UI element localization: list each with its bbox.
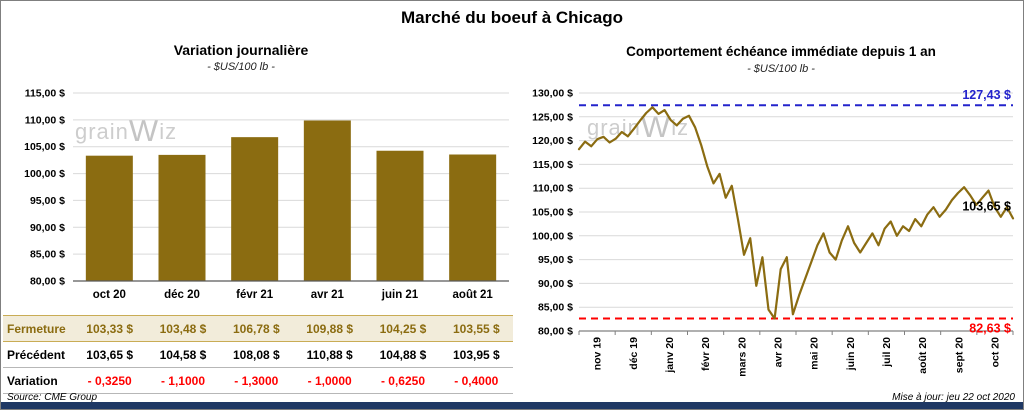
table-cell: - 0,3250 <box>87 373 132 388</box>
table-row-precedent: Précédent 103,65 $ 104,58 $ 108,08 $ 110… <box>3 342 513 368</box>
svg-text:127,43 $: 127,43 $ <box>962 88 1011 102</box>
svg-text:80,00 $: 80,00 $ <box>538 326 573 338</box>
table-cell: 108,08 $ <box>232 347 280 362</box>
svg-text:80,00 $: 80,00 $ <box>30 276 65 288</box>
svg-text:mai 20: mai 20 <box>809 337 821 370</box>
svg-text:juin 20: juin 20 <box>845 337 857 371</box>
table-cell: 104,25 $ <box>379 321 427 336</box>
svg-text:95,00 $: 95,00 $ <box>30 195 65 207</box>
svg-text:sept 20: sept 20 <box>953 337 965 373</box>
svg-text:févr 20: févr 20 <box>700 337 712 371</box>
row-label-variation: Variation <box>7 373 58 388</box>
table-cell: 109,88 $ <box>306 321 354 336</box>
page-title: Marché du boeuf à Chicago <box>401 8 623 27</box>
svg-text:85,00 $: 85,00 $ <box>538 302 573 314</box>
svg-text:105,00 $: 105,00 $ <box>24 141 65 153</box>
source-note: Source: CME Group <box>7 392 98 403</box>
svg-text:janv 20: janv 20 <box>664 337 676 374</box>
svg-text:115,00 $: 115,00 $ <box>25 88 65 100</box>
watermark-text: grain <box>75 119 129 144</box>
svg-text:oct 20: oct 20 <box>989 337 1001 368</box>
svg-text:févr 21: févr 21 <box>236 289 274 301</box>
table-cell: - 0,4000 <box>454 373 499 388</box>
svg-text:juil 20: juil 20 <box>881 337 893 368</box>
price-table: Fermeture 103,33 $ 103,48 $ 106,78 $ 109… <box>3 315 513 394</box>
table-cell: - 1,1000 <box>160 373 206 388</box>
svg-text:déc 20: déc 20 <box>164 289 200 301</box>
svg-text:100,00 $: 100,00 $ <box>532 230 573 242</box>
svg-text:oct 20: oct 20 <box>93 289 126 301</box>
svg-text:115,00 $: 115,00 $ <box>533 159 573 171</box>
svg-text:mars 20: mars 20 <box>736 337 748 377</box>
table-cell: 103,33 $ <box>86 321 134 336</box>
svg-text:85,00 $: 85,00 $ <box>30 249 65 261</box>
bar-chart-subtitle: - $US/100 lb - <box>207 61 275 73</box>
table-cell: 104,88 $ <box>379 347 427 362</box>
svg-text:juin 21: juin 21 <box>381 289 419 301</box>
line-chart-title: Comportement échéance immédiate depuis 1… <box>626 44 936 59</box>
svg-text:avr 20: avr 20 <box>772 337 784 368</box>
grainwiz-watermark: grainWiz <box>75 113 178 146</box>
svg-text:110,00 $: 110,00 $ <box>25 114 65 126</box>
svg-text:90,00 $: 90,00 $ <box>538 278 573 290</box>
svg-text:déc 19: déc 19 <box>628 337 640 370</box>
table-cell: - 1,3000 <box>234 373 279 388</box>
svg-text:août 20: août 20 <box>917 337 929 374</box>
table-cell: 103,48 $ <box>159 321 207 336</box>
svg-text:100,00 $: 100,00 $ <box>24 168 65 180</box>
svg-text:avr 21: avr 21 <box>311 289 345 301</box>
daily-variation-bar-chart: 115,00 $ 110,00 $ 105,00 $ 100,00 $ 95,00 $ 9… <box>24 88 509 301</box>
row-label-precedent: Précédent <box>7 347 66 362</box>
table-cell: 103,55 $ <box>452 321 500 336</box>
bottom-accent-bar <box>1 402 1023 409</box>
svg-text:125,00 $: 125,00 $ <box>532 111 573 123</box>
svg-text:95,00 $: 95,00 $ <box>538 254 573 266</box>
grainwiz-watermark: grainWiz <box>587 109 690 142</box>
table-cell: 103,65 $ <box>86 347 134 362</box>
svg-text:nov 19: nov 19 <box>592 337 604 370</box>
svg-text:110,00 $: 110,00 $ <box>533 183 573 195</box>
watermark-text: iz <box>671 115 690 140</box>
update-note: Mise à jour: jeu 22 oct 2020 <box>892 392 1015 403</box>
table-cell: 104,58 $ <box>159 347 207 362</box>
immediate-term-line-chart: 130,00 $ 125,00 $ 120,00 $ 115,00 $ 110,00 $… <box>532 88 1015 377</box>
table-cell: - 0,6250 <box>380 373 426 388</box>
table-row-variation: Variation - 0,3250 - 1,1000 - 1,3000 - 1… <box>3 368 513 394</box>
svg-text:105,00 $: 105,00 $ <box>532 207 573 219</box>
table-cell: - 1,0000 <box>307 373 352 388</box>
table-cell: 110,88 $ <box>306 347 353 362</box>
bar-chart-title: Variation journalière <box>173 42 309 58</box>
watermark-text: grain <box>587 115 641 140</box>
svg-text:90,00 $: 90,00 $ <box>30 222 65 234</box>
svg-text:103,65 $: 103,65 $ <box>962 199 1011 213</box>
svg-text:130,00 $: 130,00 $ <box>532 88 573 100</box>
svg-text:120,00 $: 120,00 $ <box>532 135 573 147</box>
watermark-text: W <box>640 109 672 144</box>
svg-text:82,63 $: 82,63 $ <box>969 321 1011 335</box>
table-cell: 103,95 $ <box>452 347 500 362</box>
svg-text:août 21: août 21 <box>453 289 494 301</box>
line-chart-subtitle: - $US/100 lb - <box>747 63 815 75</box>
table-row-fermeture: Fermeture 103,33 $ 103,48 $ 106,78 $ 109… <box>3 315 513 342</box>
row-label-fermeture: Fermeture <box>7 321 66 336</box>
watermark-text: iz <box>159 119 178 144</box>
table-cell: 106,78 $ <box>232 321 280 336</box>
